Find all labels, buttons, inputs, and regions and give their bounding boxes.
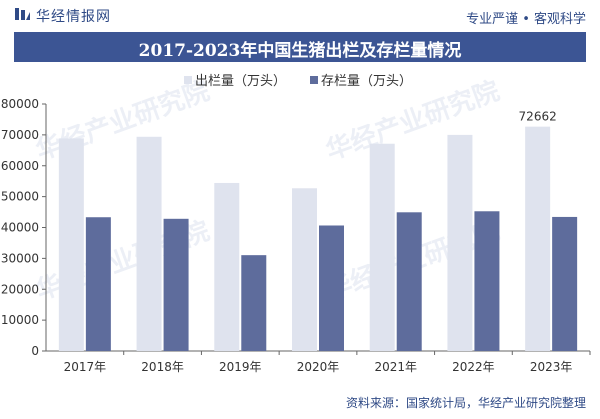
y-tick-label: 50000	[1, 190, 39, 204]
bar-stock	[85, 217, 111, 351]
bar-stock	[396, 212, 422, 351]
bar-stock	[241, 255, 267, 351]
legend-swatch-out	[184, 76, 192, 84]
bar-stock	[474, 211, 500, 351]
legend-swatch-stock	[310, 76, 318, 84]
bar-out	[525, 126, 551, 352]
data-label: 72662	[519, 110, 557, 124]
brand: 华经情报网	[14, 6, 111, 26]
brand-name: 华经情报网	[36, 9, 111, 25]
x-tick-label: 2020年	[297, 360, 340, 374]
y-tick-label: 40000	[1, 221, 39, 235]
x-tick-label: 2017年	[64, 360, 107, 374]
legend-label-out: 出栏量（万头）	[195, 74, 286, 89]
bar-out	[136, 136, 162, 351]
x-tick-label: 2018年	[141, 360, 184, 374]
bar-out	[292, 188, 317, 351]
y-tick-label: 60000	[1, 159, 39, 173]
logo-icon	[14, 6, 30, 26]
source-note: 资料来源：国家统计局，华经产业研究院整理	[345, 396, 586, 410]
header-bar: 华经情报网 专业严谨 • 客观科学	[0, 0, 600, 32]
bar-stock	[552, 216, 578, 351]
y-tick-label: 0	[31, 344, 39, 358]
y-tick-label: 80000	[1, 97, 39, 111]
y-tick-label: 20000	[1, 282, 39, 296]
slogan: 专业严谨 • 客观科学	[466, 12, 586, 27]
bar-out	[369, 143, 395, 351]
x-tick-label: 2023年	[530, 360, 573, 374]
y-tick-label: 70000	[1, 128, 39, 142]
bar-out	[214, 182, 240, 351]
x-tick-label: 2021年	[374, 360, 417, 374]
bar-out	[447, 134, 473, 351]
y-tick-label: 10000	[1, 313, 39, 327]
bar-stock	[163, 218, 189, 351]
x-tick-label: 2019年	[219, 360, 262, 374]
x-tick-label: 2022年	[452, 360, 495, 374]
bar-stock	[319, 225, 344, 351]
chart-title: 2017-2023年中国生猪出栏及存栏量情况	[138, 41, 462, 61]
title-bar: 2017-2023年中国生猪出栏及存栏量情况	[14, 32, 586, 62]
bar-out	[58, 138, 84, 351]
legend-label-stock: 存栏量（万头）	[321, 74, 412, 89]
y-tick-label: 30000	[1, 251, 39, 265]
